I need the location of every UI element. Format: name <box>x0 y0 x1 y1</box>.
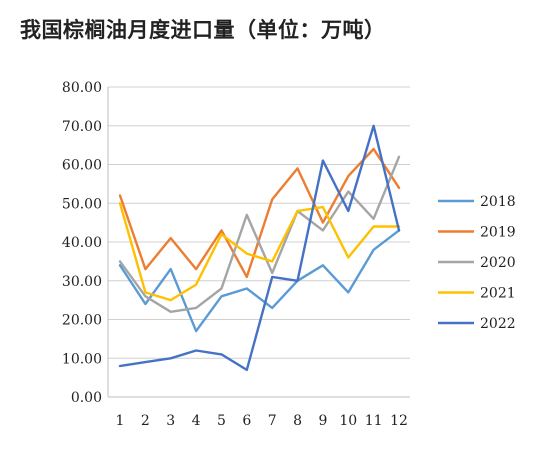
x-tick-label: 5 <box>217 413 226 429</box>
x-tick-label: 8 <box>293 413 302 429</box>
legend-label: 2019 <box>480 225 516 241</box>
y-tick-label: 40.00 <box>62 235 102 251</box>
x-tick-label: 9 <box>318 413 327 429</box>
legend-label: 2022 <box>480 316 516 332</box>
y-tick-label: 80.00 <box>62 80 102 96</box>
legend-item-2020: 2020 <box>438 255 516 271</box>
x-tick-label: 7 <box>268 413 277 429</box>
y-tick-label: 10.00 <box>62 351 102 367</box>
y-tick-label: 0.00 <box>71 390 102 406</box>
series-line-2018 <box>118 229 401 333</box>
x-tick-label: 12 <box>390 413 408 429</box>
x-tick-label: 4 <box>192 413 201 429</box>
series-line-2019 <box>118 147 401 279</box>
y-tick-label: 20.00 <box>62 313 102 329</box>
legend-label: 2021 <box>480 286 516 302</box>
x-tick-label: 6 <box>242 413 251 429</box>
legend-item-2018: 2018 <box>438 194 516 210</box>
legend-label: 2020 <box>480 255 516 271</box>
x-tick-label: 2 <box>141 413 150 429</box>
chart-title: 我国棕榈油月度进口量（单位：万吨） <box>20 18 386 42</box>
legend-item-2019: 2019 <box>438 225 516 241</box>
x-tick-label: 1 <box>116 413 125 429</box>
x-tick-label: 11 <box>365 413 383 429</box>
y-tick-label: 60.00 <box>62 158 102 174</box>
y-tick-labels: 0.00 10.00 20.00 30.00 40.00 50.00 60.00 70.00 8… <box>62 80 102 406</box>
legend-item-2022: 2022 <box>438 316 516 332</box>
x-tick-labels: 1 2 3 4 5 6 7 8 9 10 11 12 <box>116 413 408 429</box>
series-line-2021 <box>118 202 401 302</box>
legend-item-2021: 2021 <box>438 286 516 302</box>
legend-label: 2018 <box>480 194 516 210</box>
x-tick-label: 3 <box>166 413 175 429</box>
legend: 2018 2019 2020 2021 2022 <box>438 194 516 332</box>
grid-lines <box>108 86 410 359</box>
series-lines <box>118 124 401 372</box>
series-line-2022 <box>118 124 401 372</box>
axes <box>107 87 410 398</box>
y-tick-label: 70.00 <box>62 119 102 135</box>
x-tick-label: 10 <box>339 413 357 429</box>
y-tick-label: 30.00 <box>62 274 102 290</box>
y-tick-label: 50.00 <box>62 196 102 212</box>
